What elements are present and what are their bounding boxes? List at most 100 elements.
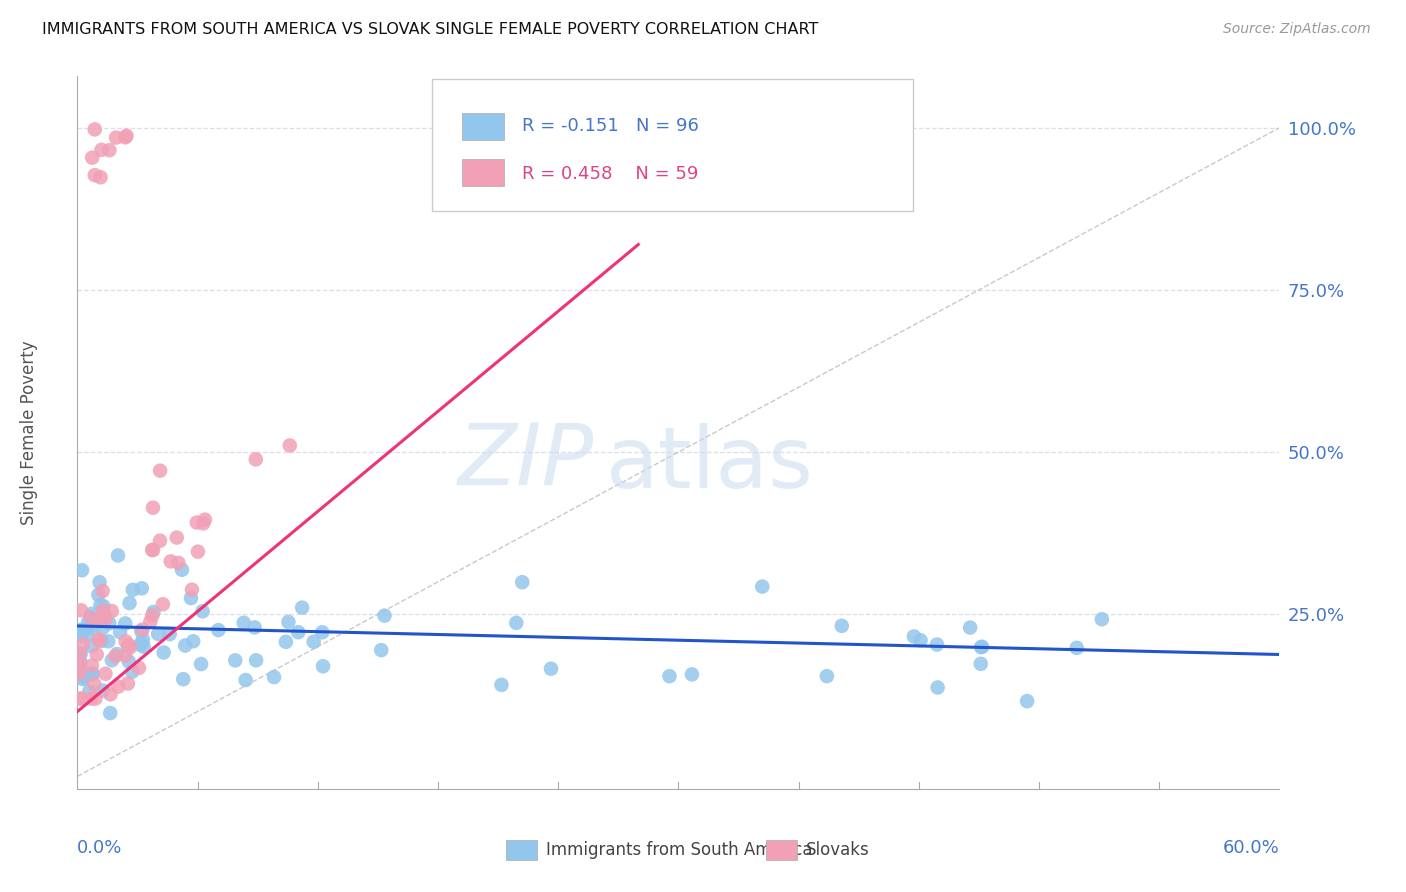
Point <box>98 706 121 720</box>
Point <box>278 438 301 452</box>
Point <box>73 623 96 637</box>
Point <box>114 648 136 663</box>
Point <box>159 554 181 568</box>
Point <box>70 691 93 706</box>
Point <box>970 657 993 671</box>
Point <box>1091 612 1114 626</box>
Point <box>132 632 155 647</box>
Point <box>152 597 174 611</box>
Point <box>245 653 267 667</box>
Point <box>287 625 309 640</box>
Point <box>101 653 124 667</box>
Point <box>91 584 114 599</box>
Point <box>291 600 314 615</box>
Point <box>80 611 103 625</box>
Point <box>72 672 94 686</box>
Text: Slovaks: Slovaks <box>806 841 869 859</box>
Point <box>83 613 105 627</box>
Point <box>90 170 112 185</box>
Point <box>186 516 208 530</box>
Point <box>505 615 527 630</box>
Point <box>105 647 128 661</box>
Point <box>97 634 120 648</box>
Point <box>311 625 333 640</box>
Point <box>190 657 212 671</box>
Point <box>77 615 100 630</box>
Point <box>89 599 111 613</box>
Point <box>141 608 163 623</box>
Point <box>1017 694 1039 708</box>
Point <box>370 643 392 657</box>
Point <box>312 659 335 673</box>
Point <box>235 673 257 687</box>
Point <box>224 653 246 667</box>
Point <box>118 640 141 655</box>
Text: 0.0%: 0.0% <box>77 839 122 857</box>
FancyBboxPatch shape <box>432 79 912 211</box>
Point <box>91 604 114 618</box>
Point <box>69 623 91 637</box>
Point <box>75 628 97 642</box>
Point <box>98 616 121 631</box>
Text: Source: ZipAtlas.com: Source: ZipAtlas.com <box>1223 22 1371 37</box>
Point <box>87 632 110 647</box>
Point <box>132 640 155 654</box>
Point <box>263 670 285 684</box>
Point <box>80 666 103 681</box>
Point <box>131 582 153 596</box>
Point <box>959 621 981 635</box>
Point <box>84 691 107 706</box>
Point <box>121 582 143 597</box>
Point <box>83 122 105 136</box>
Point <box>903 629 925 643</box>
Point <box>70 563 93 577</box>
Point <box>77 684 100 698</box>
Point <box>174 639 197 653</box>
Point <box>159 627 181 641</box>
Point <box>131 637 153 651</box>
Point <box>193 516 215 531</box>
Point <box>142 543 165 558</box>
Point <box>91 621 114 635</box>
FancyBboxPatch shape <box>463 160 505 186</box>
Point <box>658 669 681 683</box>
Point <box>194 513 217 527</box>
Point <box>79 610 101 624</box>
Point <box>149 533 172 548</box>
Point <box>104 649 127 664</box>
Point <box>76 668 98 682</box>
Point <box>89 612 111 626</box>
Point <box>232 615 254 630</box>
Point <box>105 130 128 145</box>
Point <box>510 575 533 590</box>
Point <box>927 681 949 695</box>
FancyBboxPatch shape <box>463 113 505 140</box>
Point <box>94 666 117 681</box>
Point <box>100 604 122 618</box>
Point <box>166 531 188 545</box>
Point <box>142 500 165 515</box>
Point <box>115 128 138 143</box>
Point <box>142 605 165 619</box>
Text: ZIP: ZIP <box>458 419 595 503</box>
Point <box>373 608 395 623</box>
Point <box>77 620 100 634</box>
Point <box>82 667 104 681</box>
Point <box>128 661 150 675</box>
Point <box>94 609 117 624</box>
Point <box>80 607 103 621</box>
Point <box>80 691 103 706</box>
Point <box>170 563 193 577</box>
Text: Immigrants from South America: Immigrants from South America <box>546 841 813 859</box>
Point <box>90 634 112 648</box>
Point <box>149 464 172 478</box>
Point <box>831 619 853 633</box>
Point <box>93 599 115 614</box>
Point <box>118 596 141 610</box>
Point <box>67 661 90 675</box>
Point <box>100 687 122 701</box>
Point <box>67 648 90 662</box>
Point <box>80 640 103 654</box>
Point <box>90 143 112 157</box>
Point <box>141 543 163 558</box>
